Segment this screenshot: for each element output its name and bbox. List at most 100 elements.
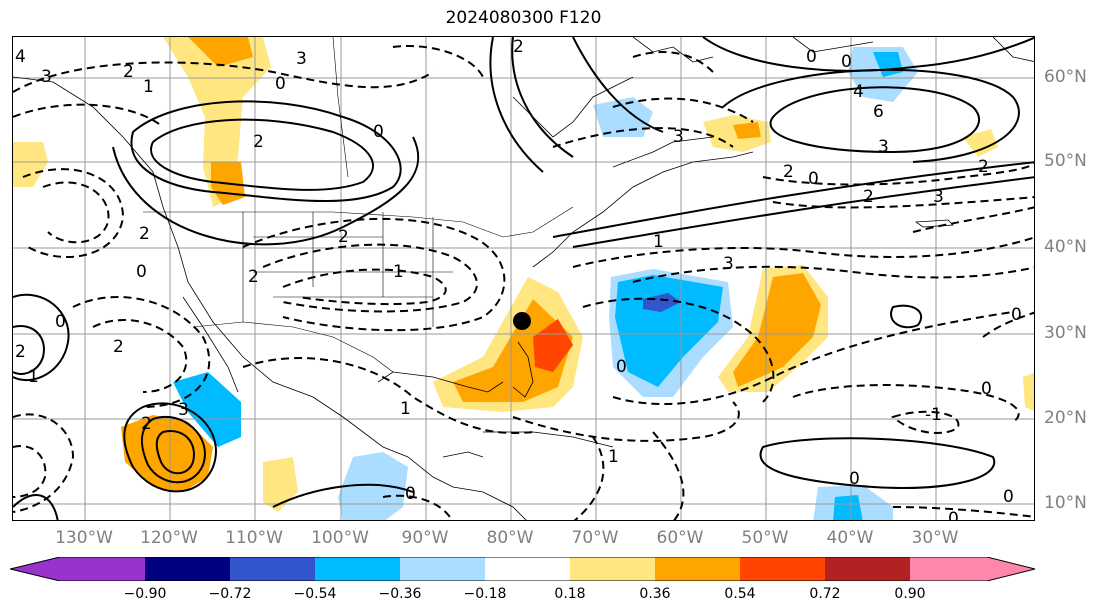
- shade-negative-central-atlantic-peak: [643, 293, 681, 312]
- contour-label: 3: [933, 187, 944, 207]
- contour-label: 0: [275, 74, 286, 94]
- contour-label: 0: [136, 262, 147, 282]
- colorbar-tick: 0.54: [724, 586, 756, 602]
- contour-label: 2: [141, 414, 152, 434]
- contour-label: 2: [783, 162, 794, 182]
- contour-label: 2: [123, 62, 134, 82]
- dashed-contours: [13, 45, 1034, 520]
- shade-positive-ne-edge: [963, 129, 998, 157]
- shade-negative-baja: [173, 372, 241, 447]
- contour-label: 0: [1011, 305, 1022, 325]
- contour-label: 1: [393, 262, 404, 282]
- lon-label: 30°W: [911, 528, 959, 548]
- shade-negative-labrador: [593, 97, 653, 137]
- contour-label: 0: [405, 484, 416, 504]
- shade-positive-southeast-peak: [533, 319, 573, 372]
- contour-label: 2: [253, 132, 264, 152]
- contour-label: 0: [55, 312, 66, 332]
- colorbar-segment: [987, 557, 1035, 581]
- shade-negative-central-atlantic-core: [615, 275, 723, 387]
- shade-negative-caribbean: [338, 452, 408, 520]
- colorbar: [9, 556, 1037, 585]
- contour-label: 3: [878, 137, 889, 157]
- shaded-regions: [13, 37, 1034, 520]
- shade-positive-pacific-west: [13, 142, 48, 187]
- colorbar-segment: [145, 557, 230, 581]
- lon-label: 90°W: [401, 528, 449, 548]
- colorbar-segment: [230, 557, 315, 581]
- contour-label: 2: [15, 342, 26, 362]
- shade-negative-atlantic-south-core: [833, 495, 863, 520]
- storm-center-marker: [513, 312, 531, 330]
- colorbar-tick: −0.72: [208, 586, 252, 602]
- contour-label: 2: [338, 227, 349, 247]
- colorbar-segment: [10, 557, 60, 581]
- shade-positive-pacific-sw: [263, 457, 298, 512]
- contour-label: 3: [723, 254, 734, 274]
- contour-label: 0: [1003, 487, 1014, 507]
- lon-label: 110°W: [225, 528, 283, 548]
- contour-label: 0: [806, 47, 817, 67]
- lat-label: 60°N: [1044, 67, 1087, 87]
- lon-label: 120°W: [140, 528, 198, 548]
- shade-positive-east-atlantic-core: [733, 273, 821, 387]
- colorbar-tick: 0.18: [554, 586, 586, 602]
- solid-contours: [13, 37, 1034, 520]
- shade-positive-labrador-core: [733, 122, 761, 139]
- colorbar-tick: −0.36: [378, 586, 422, 602]
- colorbar-segment: [740, 557, 825, 581]
- map-canvas: 4 3 2 1 0 2 0 2 3 3 0 0 6 4 3 2 0 2 3 1 …: [13, 37, 1034, 521]
- colorbar-segment: [400, 557, 485, 581]
- contour-label: 3: [178, 400, 189, 420]
- contour-label: 2: [113, 337, 124, 357]
- contour-labels: 4 3 2 1 0 2 0 2 3 3 0 0 6 4 3 2 0 2 3 1 …: [15, 37, 1022, 521]
- colorbar-segment: [910, 557, 987, 581]
- colorbar-tick: 0.90: [894, 586, 926, 602]
- contour-label: 3: [41, 67, 52, 87]
- contour-label: 2: [139, 224, 150, 244]
- lat-label: 50°N: [1044, 151, 1087, 171]
- lon-label: 80°W: [486, 528, 534, 548]
- contour-label: 6: [873, 102, 884, 122]
- contour-label: 1: [400, 399, 411, 419]
- lat-label: 20°N: [1044, 408, 1087, 428]
- contour-label: 3: [673, 127, 684, 147]
- lon-label: 40°W: [826, 528, 874, 548]
- map-panel: 4 3 2 1 0 2 0 2 3 3 0 0 6 4 3 2 0 2 3 1 …: [12, 36, 1035, 521]
- lat-label: 10°N: [1044, 493, 1087, 513]
- contour-label: 1: [143, 77, 154, 97]
- colorbar-svg: [9, 556, 1036, 582]
- colorbar-tick: −0.90: [123, 586, 167, 602]
- shade-positive-baja-ring: [121, 415, 213, 492]
- contour-label: 0: [808, 169, 819, 189]
- contour-label: 1: [653, 232, 664, 252]
- contour-label: 2: [863, 187, 874, 207]
- gridlines: [13, 37, 1034, 520]
- contour-label: 0: [841, 52, 852, 72]
- shade-positive-northwest-core: [188, 37, 253, 67]
- shade-positive-northwest: [163, 37, 271, 207]
- contour-label: 0: [849, 469, 860, 489]
- lon-label: 60°W: [656, 528, 704, 548]
- colorbar-tick: 0.36: [639, 586, 671, 602]
- lon-label: 70°W: [571, 528, 619, 548]
- contour-label: 2: [513, 37, 524, 57]
- lat-label: 40°N: [1044, 237, 1087, 257]
- contour-label: 0: [981, 379, 992, 399]
- colorbar-segment: [825, 557, 910, 581]
- colorbar-segment: [60, 557, 145, 581]
- contour-label: 0: [948, 509, 959, 521]
- map-title: 2024080300 F120: [445, 8, 602, 28]
- lat-label: 30°N: [1044, 323, 1087, 343]
- colorbar-segment: [485, 557, 570, 581]
- colorbar-tick: −0.54: [293, 586, 337, 602]
- lon-label: 100°W: [311, 528, 369, 548]
- colorbar-tick: −0.18: [463, 586, 507, 602]
- contour-label: 0: [373, 122, 384, 142]
- contour-label: -1: [925, 405, 942, 425]
- lon-label: 130°W: [55, 528, 113, 548]
- lon-label: 50°W: [741, 528, 789, 548]
- shade-positive-southeast-core: [453, 299, 573, 402]
- contour-label: 2: [978, 157, 989, 177]
- contour-label: 4: [853, 82, 864, 102]
